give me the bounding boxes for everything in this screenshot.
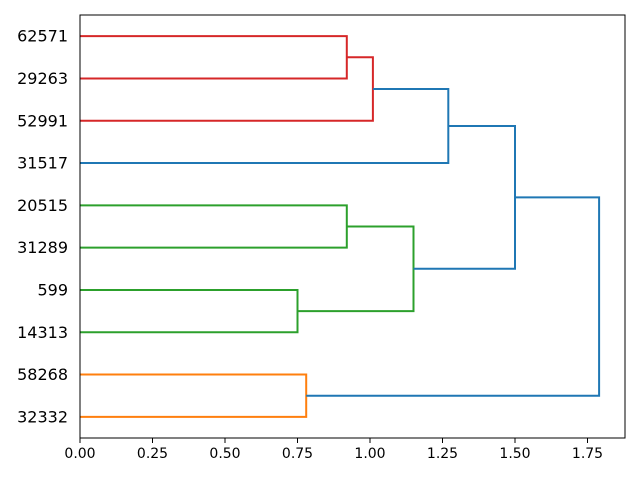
dendrogram-link-m8 [80,373,308,418]
dendrogram-link-m9 [306,196,601,397]
dendrogram-link-m3 [80,88,450,165]
dendrogram-link-m6 [297,225,415,313]
x-axis-tick-label: 0.00 [64,446,95,462]
axes-spines [79,14,626,439]
x-axis-tick-label: 1.50 [499,446,530,462]
dendrogram-link-m7 [413,125,516,270]
leaf-label-31517: 31517 [17,154,68,173]
leaf-label-58268: 58268 [17,365,68,384]
leaf-label-29263: 29263 [17,69,68,88]
x-axis-tick-label: 0.50 [209,446,240,462]
x-axis-tick-label: 0.25 [137,446,168,462]
dendrogram-link-m2 [80,56,374,122]
leaf-label-32332: 32332 [17,407,68,426]
x-axis-tick-label: 1.75 [572,446,603,462]
leaf-label-31289: 31289 [17,238,68,257]
leaf-label-599: 599 [37,280,68,299]
leaf-label-14313: 14313 [17,323,68,342]
x-axis-tick-label: 0.75 [282,446,313,462]
dendrogram-link-m1 [80,35,348,80]
dendrogram-link-m5 [80,288,299,334]
x-axis-tick-label: 1.25 [427,446,458,462]
leaf-label-52991: 52991 [17,111,68,130]
leaf-label-62571: 62571 [17,27,68,46]
dendrogram-link-m4 [80,204,348,249]
leaf-label-20515: 20515 [17,196,68,215]
x-axis-tick-label: 1.00 [354,446,385,462]
